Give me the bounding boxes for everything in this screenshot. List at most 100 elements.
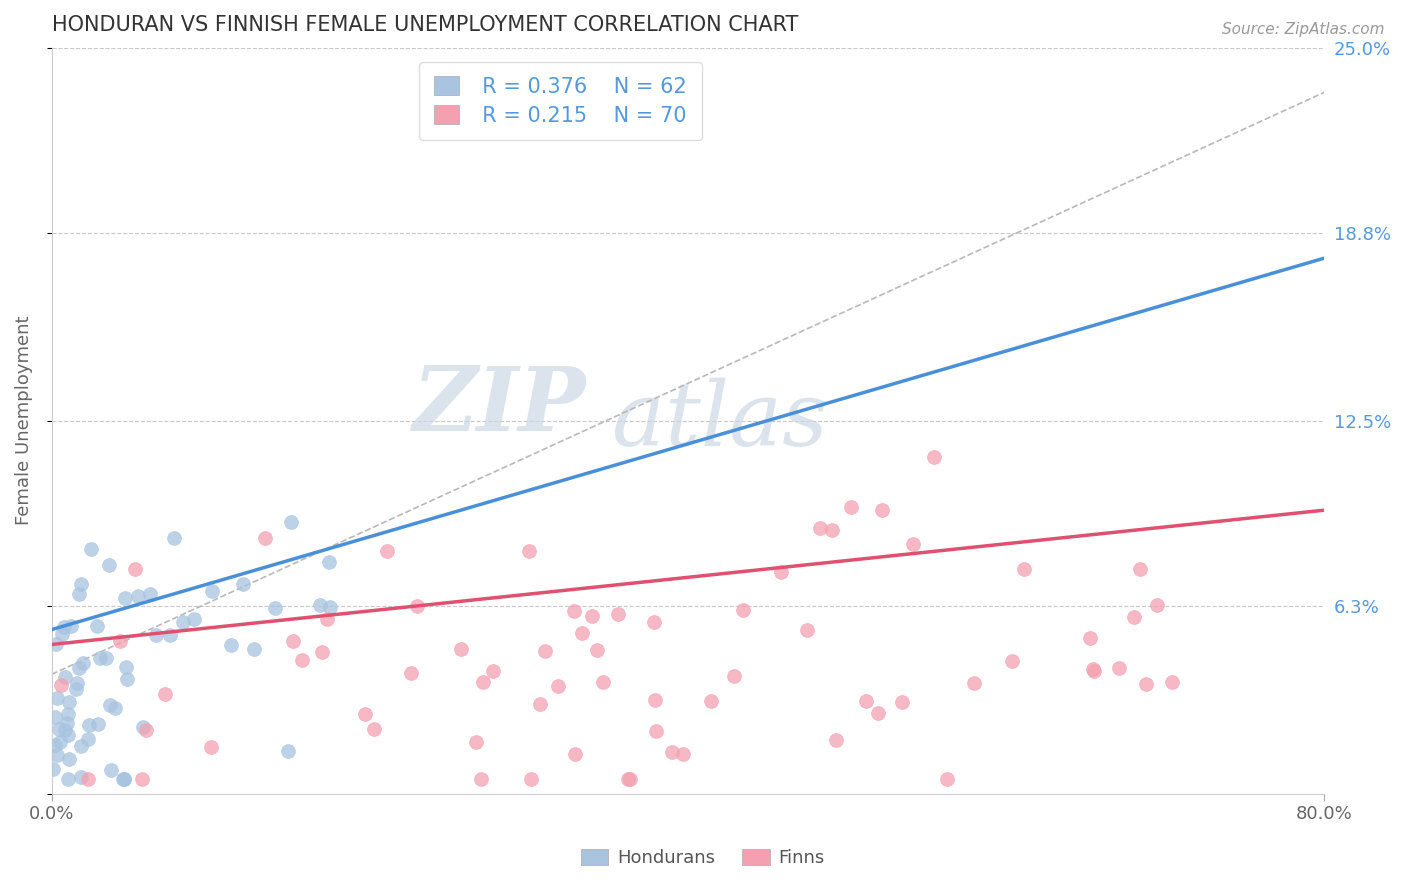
Point bbox=[55, 715, 77, 730]
Point bbox=[1135, 677, 1157, 691]
Point bbox=[183, 612, 205, 626]
Point bbox=[644, 692, 666, 706]
Point bbox=[115, 660, 138, 674]
Point bbox=[89, 651, 111, 665]
Point bbox=[470, 772, 492, 786]
Point bbox=[45, 748, 67, 763]
Point bbox=[731, 603, 754, 617]
Text: HONDURAN VS FINNISH FEMALE UNEMPLOYMENT CORRELATION CHART: HONDURAN VS FINNISH FEMALE UNEMPLOYMENT … bbox=[52, 15, 799, 35]
Point bbox=[564, 747, 586, 761]
Point bbox=[1160, 675, 1182, 690]
Point bbox=[48, 722, 70, 736]
Point bbox=[571, 625, 593, 640]
Point bbox=[51, 627, 73, 641]
Point bbox=[46, 690, 69, 705]
Point bbox=[65, 681, 87, 696]
Point bbox=[482, 664, 505, 678]
Point bbox=[44, 637, 66, 651]
Point bbox=[44, 710, 66, 724]
Point bbox=[112, 772, 135, 786]
Point bbox=[1083, 662, 1105, 676]
Point bbox=[1129, 562, 1152, 576]
Point bbox=[232, 577, 254, 591]
Point bbox=[201, 583, 224, 598]
Point bbox=[308, 598, 330, 612]
Point bbox=[98, 698, 121, 713]
Point bbox=[399, 665, 422, 680]
Point bbox=[58, 695, 80, 709]
Point bbox=[643, 615, 665, 630]
Point bbox=[80, 541, 103, 556]
Point bbox=[318, 555, 340, 569]
Point bbox=[472, 675, 495, 690]
Point bbox=[94, 651, 117, 665]
Point bbox=[42, 762, 65, 776]
Point bbox=[281, 634, 304, 648]
Point bbox=[855, 694, 877, 708]
Point bbox=[77, 772, 100, 786]
Legend: Hondurans, Finns: Hondurans, Finns bbox=[574, 841, 832, 874]
Point bbox=[901, 537, 924, 551]
Point bbox=[935, 772, 957, 786]
Point bbox=[562, 604, 585, 618]
Point bbox=[243, 641, 266, 656]
Point bbox=[770, 566, 793, 580]
Point bbox=[825, 732, 848, 747]
Point bbox=[77, 731, 100, 746]
Point bbox=[866, 706, 889, 720]
Point bbox=[619, 772, 641, 786]
Text: Source: ZipAtlas.com: Source: ZipAtlas.com bbox=[1222, 22, 1385, 37]
Point bbox=[163, 531, 186, 545]
Point bbox=[606, 607, 628, 621]
Point bbox=[592, 675, 614, 690]
Point bbox=[72, 656, 94, 670]
Point bbox=[49, 735, 72, 749]
Point bbox=[280, 516, 302, 530]
Point bbox=[450, 641, 472, 656]
Point bbox=[1123, 610, 1146, 624]
Point bbox=[200, 739, 222, 754]
Point bbox=[672, 747, 695, 761]
Point bbox=[547, 680, 569, 694]
Point bbox=[810, 521, 832, 535]
Text: atlas: atlas bbox=[612, 377, 827, 464]
Point bbox=[277, 744, 299, 758]
Legend:   R = 0.376    N = 62,   R = 0.215    N = 70: R = 0.376 N = 62, R = 0.215 N = 70 bbox=[419, 62, 702, 140]
Point bbox=[108, 634, 131, 648]
Point bbox=[127, 590, 149, 604]
Point bbox=[520, 772, 543, 786]
Point bbox=[115, 672, 138, 686]
Point bbox=[1014, 562, 1036, 576]
Point bbox=[67, 661, 90, 675]
Point bbox=[53, 670, 76, 684]
Point bbox=[962, 676, 984, 690]
Point bbox=[58, 752, 80, 766]
Point bbox=[517, 544, 540, 558]
Point bbox=[311, 645, 333, 659]
Point bbox=[661, 745, 683, 759]
Point bbox=[56, 729, 79, 743]
Point bbox=[405, 599, 427, 614]
Point bbox=[69, 770, 91, 784]
Point bbox=[172, 615, 194, 629]
Point bbox=[145, 628, 167, 642]
Point bbox=[645, 723, 668, 738]
Point bbox=[872, 502, 894, 516]
Point bbox=[1083, 664, 1105, 678]
Point bbox=[796, 624, 818, 638]
Point bbox=[132, 720, 155, 734]
Point bbox=[464, 735, 486, 749]
Point bbox=[291, 653, 314, 667]
Point bbox=[153, 687, 176, 701]
Point bbox=[67, 586, 90, 600]
Point bbox=[112, 772, 135, 786]
Point bbox=[1108, 661, 1130, 675]
Point bbox=[585, 643, 607, 657]
Point bbox=[723, 669, 745, 683]
Point bbox=[131, 772, 153, 786]
Point bbox=[581, 609, 603, 624]
Point bbox=[821, 523, 844, 537]
Y-axis label: Female Unemployment: Female Unemployment bbox=[15, 316, 32, 525]
Point bbox=[135, 723, 157, 738]
Point bbox=[87, 716, 110, 731]
